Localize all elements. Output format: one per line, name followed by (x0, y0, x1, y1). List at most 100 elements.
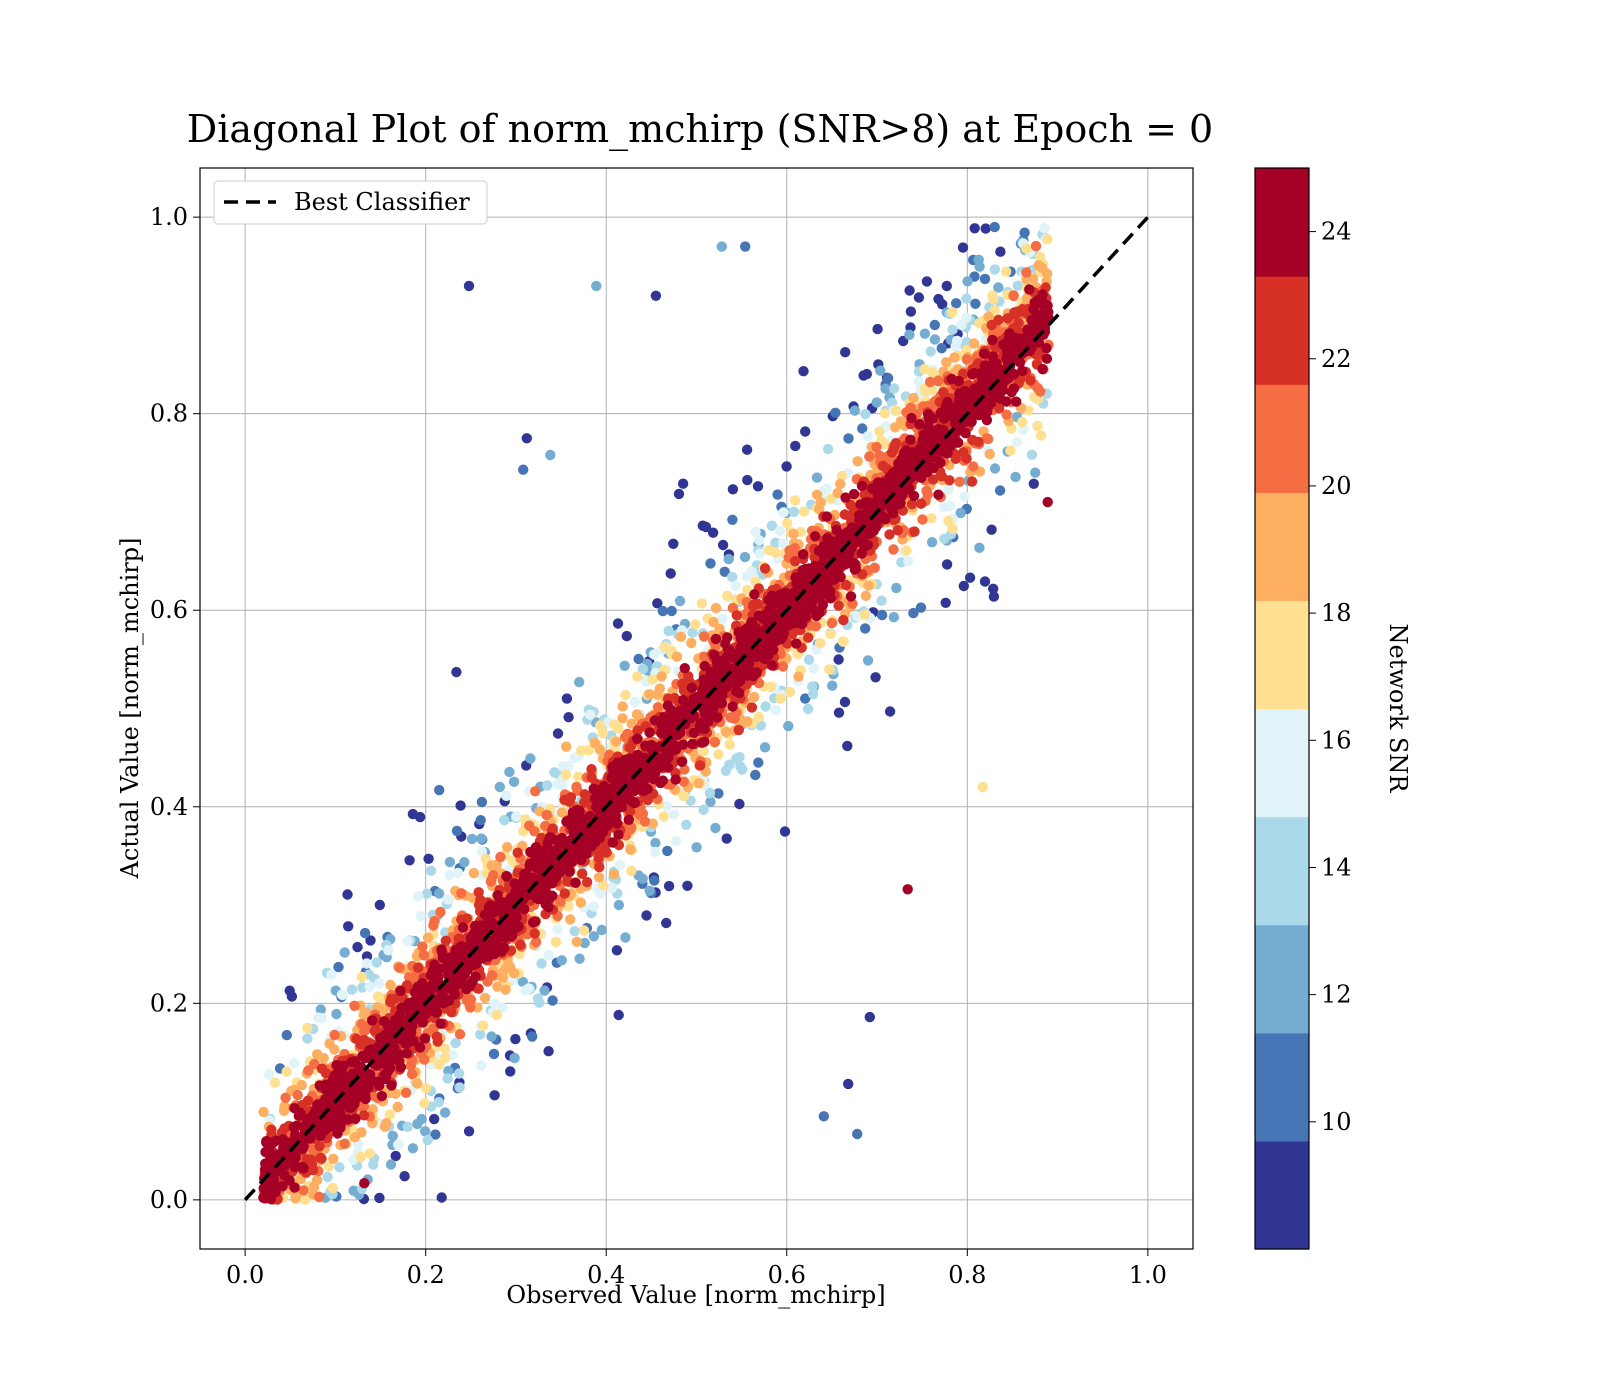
scatter-point (750, 769, 761, 781)
scatter-point (673, 488, 685, 500)
scatter-point (563, 901, 574, 912)
scatter-point (436, 1192, 447, 1203)
scatter-point (329, 1029, 340, 1041)
scatter-point (322, 1171, 333, 1183)
scatter-point (891, 405, 902, 416)
scatter-point (989, 221, 1000, 233)
scatter-point (417, 941, 428, 952)
scatter-point (746, 617, 757, 628)
scatter-point (473, 887, 484, 898)
scatter-point (383, 945, 394, 956)
scatter-point (374, 1192, 385, 1204)
scatter-point (532, 862, 543, 874)
scatter-point (778, 507, 789, 518)
scatter-point (502, 842, 513, 853)
scatter-point (677, 478, 689, 489)
scatter-point (634, 809, 645, 820)
scatter-point (978, 348, 990, 359)
scatter-point (815, 497, 826, 508)
scatter-point (359, 1178, 370, 1189)
scatter-point (356, 971, 367, 983)
scatter-point (1011, 437, 1023, 448)
scatter-point (613, 899, 625, 911)
scatter-point (351, 1033, 362, 1045)
scatter-point (654, 683, 665, 694)
scatter-point (656, 671, 667, 682)
scatter-point (431, 1031, 443, 1042)
scatter-point (825, 593, 836, 604)
scatter-point (944, 500, 956, 512)
scatter-point (417, 978, 428, 989)
scatter-point (547, 890, 558, 901)
scatter-point (843, 433, 854, 444)
scatter-point (840, 347, 851, 358)
scatter-point (678, 791, 689, 802)
scatter-point (641, 910, 652, 921)
scatter-point (727, 701, 738, 712)
scatter-point (644, 727, 655, 738)
scatter-point (891, 582, 902, 594)
scatter-point (830, 407, 841, 418)
scatter-point (727, 571, 738, 583)
scatter-point (832, 487, 843, 499)
scatter-point (821, 511, 833, 522)
scatter-point (312, 1049, 323, 1060)
scatter-point (759, 563, 771, 574)
scatter-point (682, 880, 693, 891)
scatter-point (314, 1191, 325, 1203)
scatter-point (994, 402, 1005, 414)
scatter-point (909, 526, 920, 537)
scatter-point (697, 520, 708, 531)
scatter-point (933, 489, 944, 500)
scatter-point (818, 1111, 829, 1122)
scatter-point (359, 927, 371, 939)
scatter-point (443, 995, 454, 1007)
scatter-point (817, 599, 828, 611)
scatter-point (876, 609, 888, 621)
scatter-point (612, 757, 624, 768)
scatter-point (637, 873, 648, 884)
scatter-point (297, 1161, 308, 1173)
scatter-point (711, 656, 722, 667)
scatter-point (435, 906, 446, 918)
scatter-point (574, 953, 585, 964)
scatter-point (714, 623, 725, 634)
scatter-point (661, 801, 673, 812)
scatter-point (784, 686, 796, 698)
scatter-point (400, 1087, 412, 1099)
scatter-point (735, 761, 746, 772)
scatter-point (734, 798, 745, 810)
scatter-point (594, 744, 606, 755)
scatter-point (627, 797, 639, 808)
scatter-point (436, 944, 447, 955)
scatter-point (949, 352, 960, 363)
scatter-point (510, 1033, 521, 1045)
scatter-point (665, 568, 676, 579)
scatter-point (545, 449, 556, 461)
scatter-point (961, 293, 972, 304)
scatter-point (809, 531, 821, 542)
scatter-point (652, 702, 664, 713)
scatter-point (862, 430, 874, 442)
scatter-point (717, 613, 728, 624)
scatter-point (476, 796, 488, 808)
scatter-point (766, 660, 778, 671)
scatter-point (566, 820, 577, 831)
scatter-point (783, 720, 794, 732)
scatter-point (838, 614, 849, 626)
scatter-point (766, 520, 778, 531)
scatter-point (842, 740, 853, 752)
scatter-point (730, 580, 742, 591)
scatter-point (473, 983, 484, 994)
scatter-point (880, 383, 891, 394)
scatter-point (663, 880, 675, 892)
scatter-point (1021, 293, 1032, 304)
scatter-point (296, 1079, 307, 1091)
scatter-point (750, 526, 761, 538)
scatter-point (710, 602, 722, 614)
scatter-point (958, 447, 969, 458)
scatter-point (425, 865, 437, 876)
scatter-point (376, 1090, 388, 1102)
scatter-point (385, 979, 396, 991)
scatter-point (970, 298, 981, 309)
